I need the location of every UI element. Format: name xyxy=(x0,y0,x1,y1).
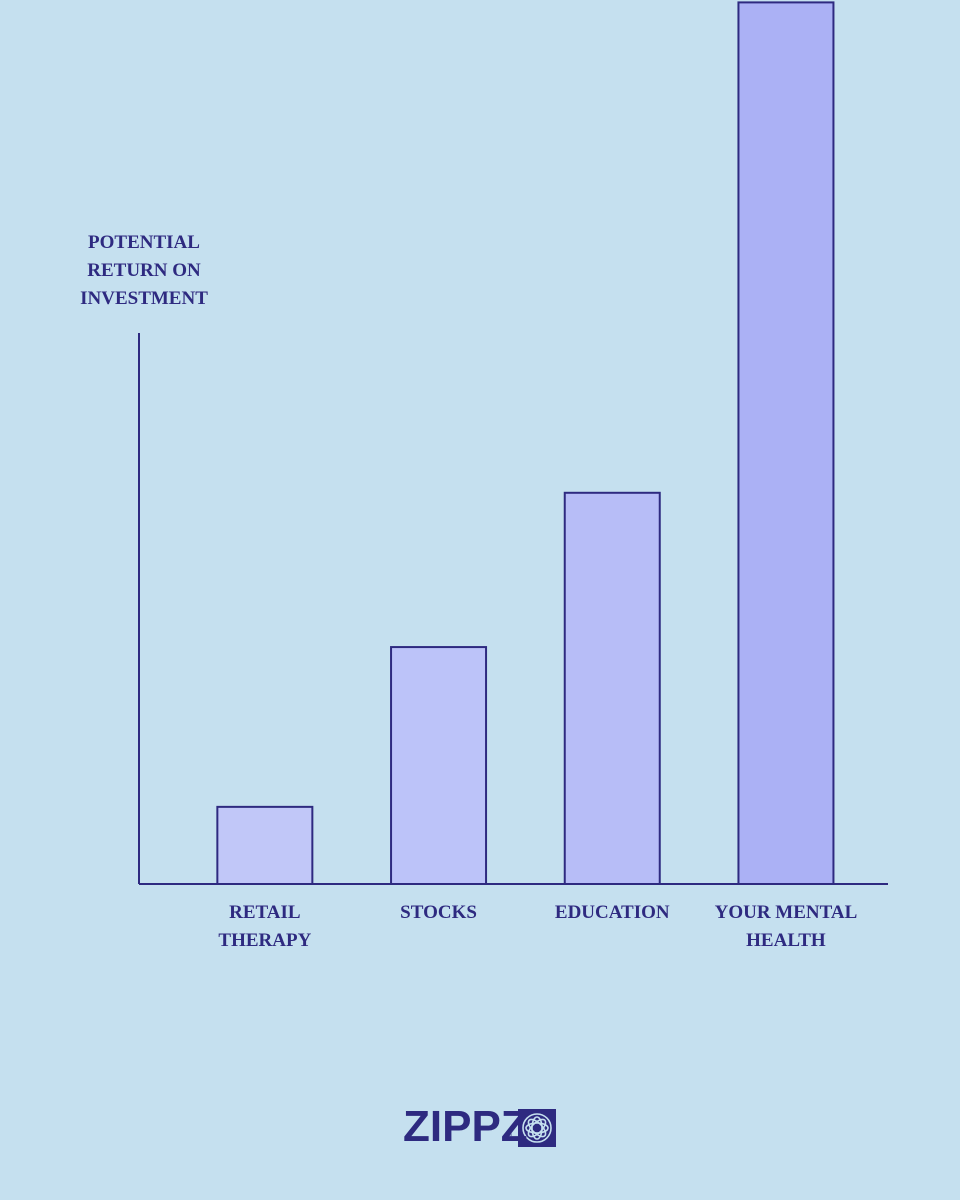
bar xyxy=(390,646,488,885)
logo-icon xyxy=(518,1109,556,1147)
x-tick-label: YOUR MENTAL HEALTH xyxy=(714,902,858,951)
y-axis-label: POTENTIAL RETURN ON INVESTMENT xyxy=(80,232,208,309)
x-tick-label: RETAIL THERAPY xyxy=(218,902,312,951)
bar xyxy=(563,491,661,885)
bar xyxy=(737,1,835,885)
x-tick-label: EDUCATION xyxy=(554,902,670,923)
bar xyxy=(216,805,314,885)
x-tick-label: STOCKS xyxy=(400,902,477,923)
logo-trademark: ™ xyxy=(505,1133,512,1140)
logo-text: ZIPPZ xyxy=(403,1102,528,1151)
